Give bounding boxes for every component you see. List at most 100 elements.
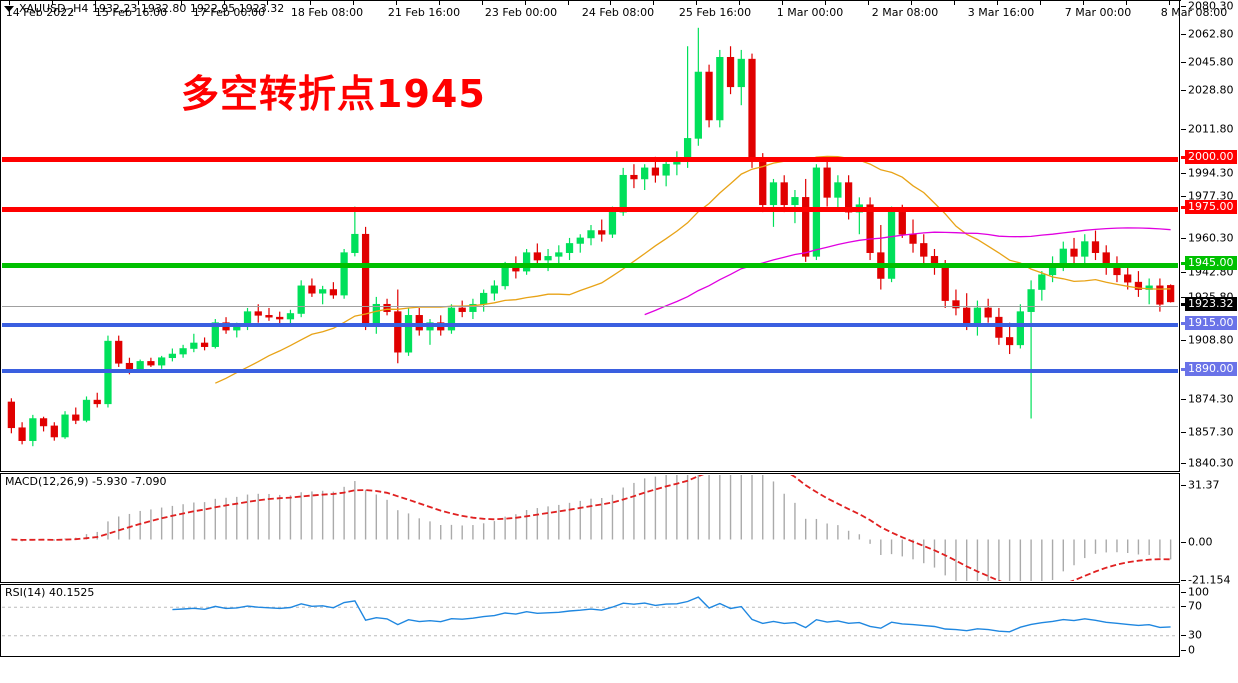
candle-body [447, 307, 456, 331]
price-level-badge[interactable]: 1923.32 [1185, 297, 1237, 311]
price-level-badge[interactable]: 1945.00 [1185, 256, 1237, 270]
level-line-1945-00[interactable] [2, 263, 1178, 268]
macd-scale-tick [1181, 542, 1186, 543]
candle-body [61, 414, 69, 438]
price-level-badge[interactable]: 1915.00 [1185, 316, 1237, 330]
price-scale-label: 1942.80 [1188, 265, 1234, 279]
candle-body [1156, 285, 1164, 305]
candlestick-series [7, 27, 1175, 447]
level-line-1923-32[interactable] [2, 306, 1178, 307]
candle-body [1059, 248, 1067, 265]
rsi-scale-tick [1181, 592, 1186, 593]
price-level-badge-connector [1181, 206, 1188, 209]
time-axis-tick [911, 0, 912, 5]
time-axis-tick [482, 0, 483, 5]
price-panel[interactable]: XAUUSD-,H4 1932.23 1932.80 1922.95 1923.… [0, 0, 1180, 472]
price-scale-label: 1960.30 [1188, 231, 1234, 245]
candle-body [598, 230, 606, 235]
candle-body [565, 243, 574, 253]
rsi-series [2, 596, 1178, 637]
price-scale-tick [1181, 272, 1186, 273]
price-scale-tick [1181, 129, 1186, 130]
price-scale-tick [1181, 463, 1186, 464]
triangle-down-icon[interactable] [4, 6, 14, 12]
level-line-1915-00[interactable] [2, 323, 1178, 327]
price-scale-label: 1874.30 [1188, 392, 1234, 406]
candle-body [662, 163, 670, 176]
price-scale-tick [1181, 340, 1186, 341]
candle-body [555, 252, 563, 257]
macd-scale[interactable]: 31.37 0.00 -21.154 [1181, 473, 1238, 586]
candle-body [383, 303, 391, 312]
candle-body [469, 303, 477, 312]
macd-series [11, 475, 1172, 581]
time-axis-tick [782, 0, 783, 5]
price-scale[interactable]: 2080.30 2062.80 2045.80 2028.80 2011.80 1994.… [1181, 0, 1238, 472]
price-level-badge-connector [1181, 322, 1188, 325]
time-axis-tick [653, 0, 654, 5]
time-axis-label: 24 Feb 08:00 [581, 6, 655, 19]
macd-scale-label: 31.37 [1188, 478, 1220, 492]
time-axis-tick [610, 0, 611, 5]
time-axis-label: 7 Mar 00:00 [1064, 6, 1132, 19]
time-axis-tick [868, 0, 869, 5]
time-axis[interactable]: 14 Feb 2022 15 Feb 16:00 17 Feb 00:00 18 Fe… [0, 0, 1238, 26]
price-level-badge[interactable]: 2000.00 [1185, 150, 1237, 164]
candle-body [1027, 289, 1035, 312]
candle-body [780, 182, 788, 206]
price-level-badge[interactable]: 1890.00 [1185, 362, 1237, 376]
price-scale-label: 1840.30 [1188, 456, 1234, 470]
candle-body [29, 418, 37, 441]
level-line-1890-00[interactable] [2, 369, 1178, 373]
rsi-scale-label: 0 [1188, 643, 1195, 657]
price-level-badge-connector [1181, 303, 1188, 306]
time-axis-tick [1169, 0, 1170, 5]
macd-panel[interactable]: MACD(12,26,9) -5.930 -7.090 [0, 473, 1180, 583]
candle-body [179, 348, 187, 355]
price-scale-tick [1181, 62, 1186, 63]
candle-body [276, 316, 284, 320]
candle-body [1124, 274, 1132, 283]
candle-body [501, 265, 509, 287]
macd-plot-area[interactable] [2, 475, 1178, 581]
price-scale-label: 2080.30 [1188, 0, 1234, 13]
rsi-scale[interactable]: 100 70 30 0 [1181, 584, 1238, 657]
candle-body [1134, 281, 1143, 290]
price-scale-label: 2062.80 [1188, 27, 1234, 41]
moving-average-20 [215, 155, 1171, 384]
candle-body [941, 267, 949, 301]
candle-body [147, 361, 155, 366]
time-axis-tick [997, 0, 998, 5]
price-scale-tick [1181, 34, 1186, 35]
price-scale-tick [1181, 432, 1186, 433]
time-axis-tick [95, 0, 96, 5]
time-axis-rule [0, 0, 1181, 1]
level-line-2000-00[interactable] [2, 157, 1178, 162]
rsi-panel[interactable]: RSI(14) 40.1525 [0, 584, 1180, 657]
candle-body [50, 425, 58, 438]
symbol-ohlc-text: XAUUSD-,H4 1932.23 1932.80 1922.95 1923.… [19, 2, 285, 15]
level-line-1975-00[interactable] [2, 207, 1178, 212]
candle-body [619, 174, 627, 213]
candle-body [265, 315, 273, 318]
candle-body [630, 174, 638, 180]
candle-body [415, 315, 423, 331]
rsi-line [172, 596, 1171, 633]
time-axis-tick [954, 0, 955, 5]
candle-body [319, 289, 327, 294]
price-scale-label: 2011.80 [1188, 122, 1234, 136]
price-plot-area[interactable] [2, 2, 1178, 470]
rsi-plot-area[interactable] [2, 586, 1178, 655]
price-scale-tick [1181, 173, 1186, 174]
time-axis-tick [439, 0, 440, 5]
symbol-header[interactable]: XAUUSD-,H4 1932.23 1932.80 1922.95 1923.… [4, 3, 284, 15]
candle-body [952, 300, 960, 309]
time-axis-tick [396, 0, 397, 5]
candle-body [1016, 311, 1024, 346]
time-axis-label: 23 Feb 00:00 [484, 6, 558, 19]
candle-body [995, 316, 1003, 338]
time-axis-label: 21 Feb 16:00 [387, 6, 461, 19]
price-scale-label: 2045.80 [1188, 55, 1234, 69]
price-level-badge[interactable]: 1975.00 [1185, 200, 1237, 214]
